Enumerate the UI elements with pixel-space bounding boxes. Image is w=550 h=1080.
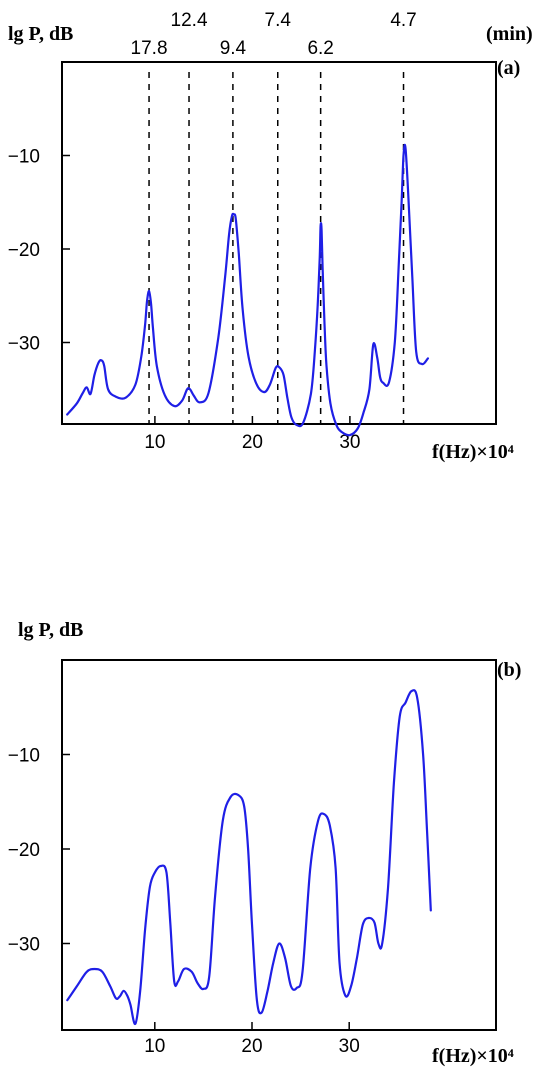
panel-b-series <box>66 689 432 1025</box>
period-marker-label: 6.2 <box>307 38 333 59</box>
panel-a-x-axis-label: f(Hz)×10⁴ <box>432 441 514 463</box>
panel-a-x-tick-label: 30 <box>339 432 360 453</box>
period-marker-label: 9.4 <box>220 38 247 59</box>
panel-b-y-tick-label: −10 <box>8 746 40 767</box>
panel-b-x-ticks: 10 20 30 <box>144 1022 360 1057</box>
panel-b-y-tick-label: −20 <box>8 840 40 861</box>
panel-b-y-ticks: −10 −20 −30 <box>8 746 70 956</box>
period-marker-label: 7.4 <box>265 10 292 31</box>
panel-a-plot-frame <box>61 61 497 425</box>
panel-b-plot-frame <box>61 659 497 1031</box>
panel-a-y-ticks: −10 −20 −30 <box>8 147 70 355</box>
panel-a-period-markers: 17.812.4 9.4 7.4 6.2 4.7 <box>131 10 417 424</box>
panel-a-x-tick-label: 20 <box>242 432 263 453</box>
panel-a-x-ticks: 10 20 30 <box>144 416 360 453</box>
panel-a-x-tick-label: 10 <box>144 432 165 453</box>
panel-a-top-axis-unit: (min) <box>486 23 533 45</box>
panel-a-label: (a) <box>497 57 520 79</box>
panel-a: lg P, dB (min) (a) −10 −20 −30 10 20 30 17.8… <box>8 10 533 463</box>
panel-b-x-tick-label: 10 <box>144 1036 165 1057</box>
period-marker-label: 17.8 <box>131 38 168 59</box>
panel-b-x-tick-label: 30 <box>339 1036 360 1057</box>
panel-b-label: (b) <box>497 659 521 681</box>
period-marker-label: 4.7 <box>390 10 416 31</box>
panel-a-y-tick-label: −30 <box>8 334 40 355</box>
panel-b-x-axis-label: f(Hz)×10⁴ <box>432 1045 514 1067</box>
period-marker-label: 12.4 <box>171 10 208 31</box>
panel-a-y-tick-label: −20 <box>8 240 40 261</box>
panel-b-x-tick-label: 20 <box>241 1036 262 1057</box>
panel-a-series <box>66 143 429 437</box>
panel-b-y-axis-label: lg P, dB <box>18 619 83 641</box>
panel-a-spectrum-line <box>66 143 429 437</box>
panel-a-y-axis-label: lg P, dB <box>8 23 73 45</box>
panel-a-y-tick-label: −10 <box>8 147 40 168</box>
panel-b-spectrum-line <box>66 689 432 1025</box>
panel-b-y-tick-label: −30 <box>8 935 40 956</box>
panel-b: lg P, dB (b) −10 −20 −30 10 20 30 f(Hz)×10⁴ <box>8 619 522 1067</box>
